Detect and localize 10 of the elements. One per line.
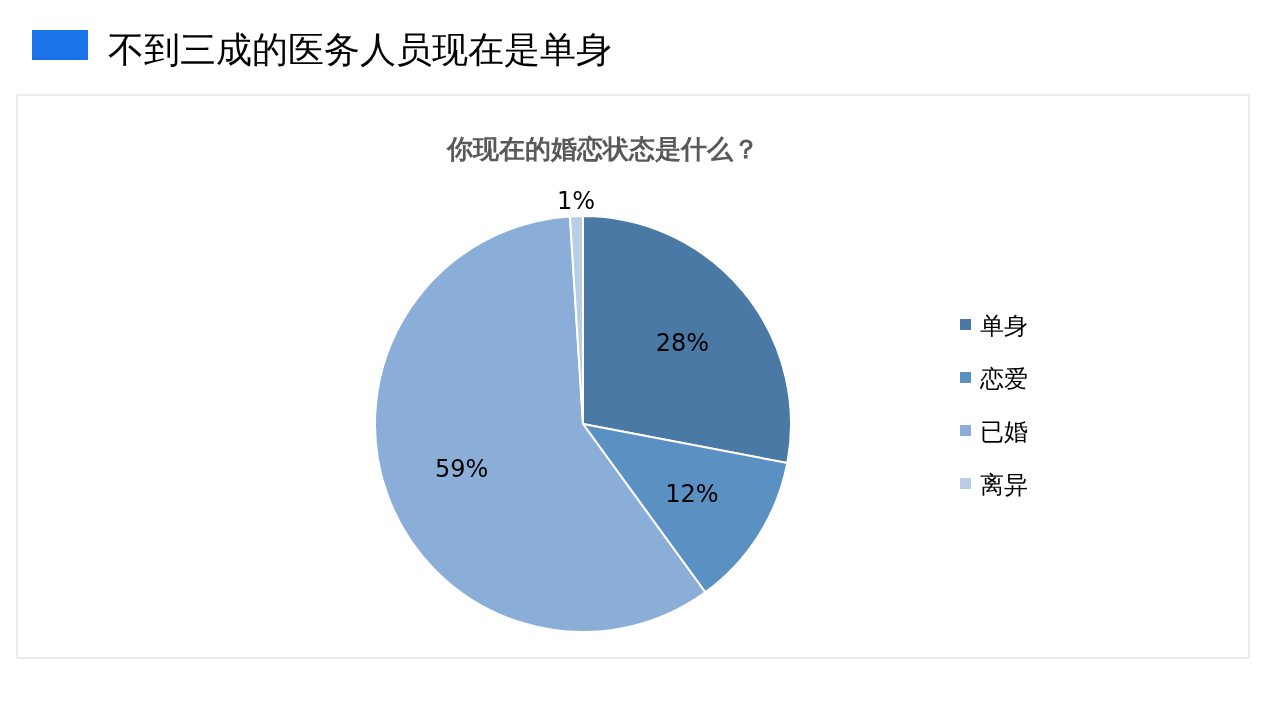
data-label: 12%	[665, 480, 719, 509]
legend-label: 单身	[980, 312, 1028, 340]
chart-title: 不到三成的医务人员现在是单身	[108, 29, 612, 70]
legend-label: 离异	[980, 471, 1028, 499]
chart-subtitle: 你现在的婚恋状态是什么？	[446, 134, 759, 164]
data-label: 28%	[655, 328, 710, 357]
legend-label: 恋爱	[979, 365, 1028, 393]
data-label: 1%	[556, 187, 595, 216]
legend-label: 已婚	[980, 418, 1028, 446]
data-label: 59%	[434, 454, 489, 483]
